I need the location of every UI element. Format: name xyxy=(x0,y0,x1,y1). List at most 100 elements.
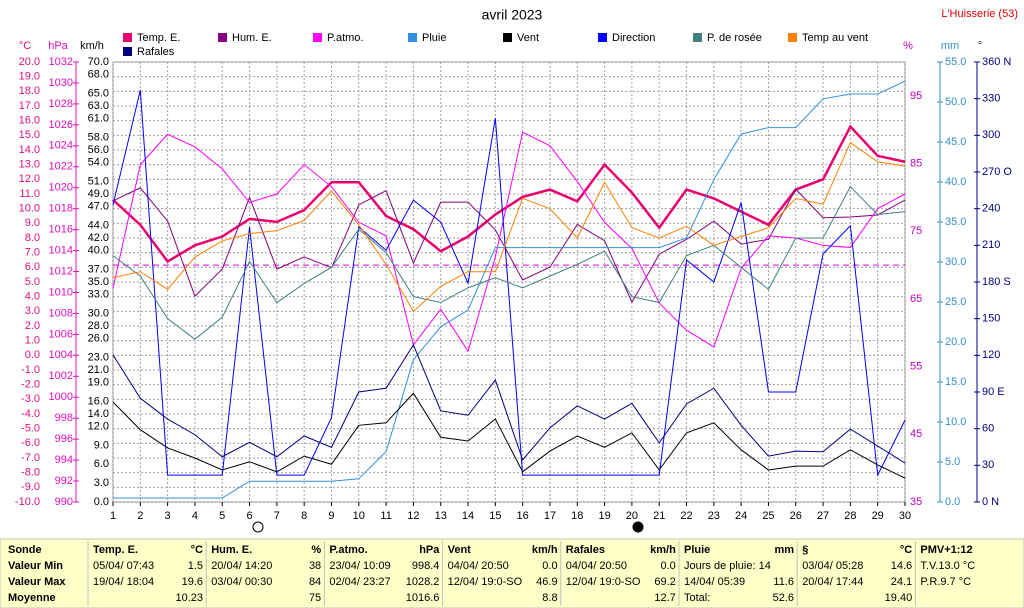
series-line xyxy=(112,343,906,464)
y-tick-label: 0.0 xyxy=(25,349,40,361)
moon-new xyxy=(252,521,264,533)
cell-text: 04/04/ 20:50 xyxy=(566,560,627,572)
x-tick-label: 13 xyxy=(435,510,447,522)
x-tick-label: 9 xyxy=(328,510,334,522)
cell-text: T.V.13.0 °C xyxy=(920,560,975,572)
cell-text: 02/04/ 23:27 xyxy=(329,576,390,588)
legend-swatch xyxy=(503,33,512,42)
y-tick-label: -5.0 xyxy=(21,423,40,435)
y-tick-label: 1006 xyxy=(49,328,73,340)
y-tick-label: -8.0 xyxy=(21,467,40,479)
series-line xyxy=(112,124,906,264)
y-tick-label: 0.0 xyxy=(945,496,960,508)
x-tick-label: 28 xyxy=(844,510,856,522)
legend-label: Temp au vent xyxy=(802,32,868,44)
cell-value: 24.1 xyxy=(891,576,912,588)
row-label: Valeur Min xyxy=(8,560,63,572)
x-tick-label: 27 xyxy=(817,510,829,522)
column-title: Rafales xyxy=(566,544,605,556)
y-tick-label: 998 xyxy=(55,412,73,424)
cell-value: 10.23 xyxy=(175,592,203,604)
y-tick-label: 65.0 xyxy=(88,87,109,99)
y-tick-label: 15.0 xyxy=(945,376,966,388)
y-tick-label: 1.0 xyxy=(25,335,40,347)
cell-text: 23/04/ 10:09 xyxy=(329,560,390,572)
y-tick-label: 240 xyxy=(982,203,1000,215)
y-tick-label: 1030 xyxy=(49,77,73,89)
series-line xyxy=(112,185,906,340)
axis-title: mm xyxy=(941,40,959,52)
column-unit: % xyxy=(311,544,321,556)
x-tick-label: 16 xyxy=(517,510,529,522)
column-unit: hPa xyxy=(419,544,440,556)
x-tick-label: 17 xyxy=(544,510,556,522)
y-tick-label: 3.0 xyxy=(25,305,40,317)
y-tick-label: 990 xyxy=(55,496,73,508)
cell-value: 8.8 xyxy=(542,592,557,604)
y-tick-label: 45.0 xyxy=(945,136,966,148)
legend-swatch xyxy=(313,33,322,42)
y-tick-label: 23.0 xyxy=(88,351,109,363)
axis-title: km/h xyxy=(80,40,104,52)
x-tick-label: 7 xyxy=(274,510,280,522)
legend-label: Pluie xyxy=(422,32,446,44)
y-tick-label: -2.0 xyxy=(21,379,40,391)
x-tick-label: 14 xyxy=(462,510,474,522)
y-tick-label: 1012 xyxy=(49,265,73,277)
y-tick-label: 996 xyxy=(55,433,73,445)
cell-text: 14/04/ 05:39 xyxy=(684,576,745,588)
y-tick-label: 40.0 xyxy=(945,176,966,188)
cell-value: 14.6 xyxy=(891,560,912,572)
y-tick-label: -7.0 xyxy=(21,452,40,464)
cell-value: 69.2 xyxy=(654,576,675,588)
y-tick-label: 90 E xyxy=(982,386,1005,398)
y-tick-label: 35.0 xyxy=(88,276,109,288)
x-tick-label: 10 xyxy=(353,510,365,522)
row-label: Moyenne xyxy=(8,592,56,604)
y-tick-label: 35.0 xyxy=(945,216,966,228)
y-tick-label: 60 xyxy=(982,423,994,435)
series-line xyxy=(112,392,906,479)
column-title: Hum. E. xyxy=(211,544,252,556)
y-tick-label: 0 N xyxy=(982,496,999,508)
cell-value: 38 xyxy=(309,560,321,572)
y-tick-label: 85 xyxy=(910,157,922,169)
x-tick-label: 15 xyxy=(489,510,501,522)
y-tick-label: 9.0 xyxy=(94,439,109,451)
column-unit: °C xyxy=(900,544,912,556)
y-tick-label: 10.0 xyxy=(19,203,40,215)
y-tick-label: 13.0 xyxy=(19,159,40,171)
y-tick-label: 6.0 xyxy=(25,261,40,273)
y-tick-label: 20.0 xyxy=(19,56,40,68)
y-tick-label: 19.0 xyxy=(19,71,40,83)
y-tick-label: 61.0 xyxy=(88,112,109,124)
y-tick-label: 3.0 xyxy=(94,477,109,489)
series-line xyxy=(112,131,906,353)
y-tick-label: 56.0 xyxy=(88,144,109,156)
y-tick-label: 7.0 xyxy=(25,247,40,259)
y-tick-label: 21.0 xyxy=(88,364,109,376)
cell-value: 11.6 xyxy=(773,576,794,588)
y-tick-label: 1014 xyxy=(49,244,73,256)
x-tick-label: 29 xyxy=(872,510,884,522)
y-tick-label: 6.0 xyxy=(94,458,109,470)
y-tick-label: 1026 xyxy=(49,119,73,131)
legend-label: Hum. E. xyxy=(232,32,272,44)
cell-value: 1028.2 xyxy=(406,576,440,588)
y-tick-label: 28.0 xyxy=(88,320,109,332)
y-tick-label: 1024 xyxy=(49,140,73,152)
cell-value: 998.4 xyxy=(412,560,440,572)
x-tick-label: 26 xyxy=(790,510,802,522)
y-tick-label: 58.0 xyxy=(88,131,109,143)
cell-text: 20/04/ 14:20 xyxy=(211,560,272,572)
series-line xyxy=(112,89,906,477)
y-tick-label: 2.0 xyxy=(25,320,40,332)
cell-value: 1.5 xyxy=(188,560,203,572)
y-tick-label: 14.0 xyxy=(19,144,40,156)
y-tick-label: 300 xyxy=(982,129,1000,141)
y-tick-label: 5.0 xyxy=(25,276,40,288)
row-label: Sonde xyxy=(8,544,42,556)
y-tick-label: 30 xyxy=(982,459,994,471)
y-tick-label: 12.0 xyxy=(88,420,109,432)
